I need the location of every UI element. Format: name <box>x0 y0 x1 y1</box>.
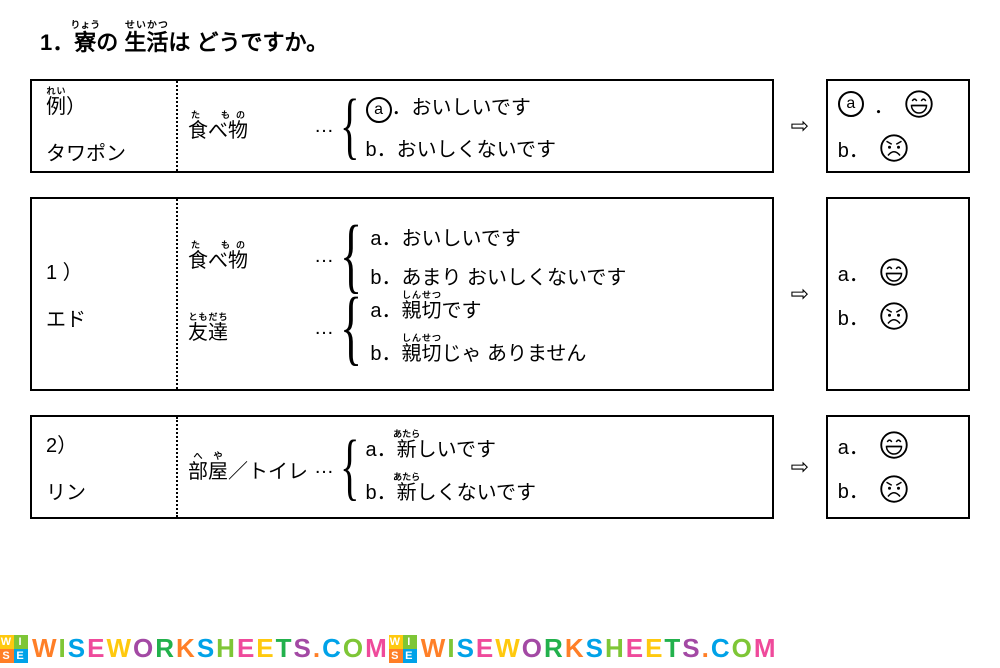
choice: b．新あたらしくないです <box>366 472 537 505</box>
watermark: WISEWISEWORKSHEETS.COM WISEWISEWORKSHEET… <box>0 633 1000 664</box>
question-box: 1 ）エド食べ物た もの…{ a．おいしいです b．あまり おいしくないです友達… <box>30 197 774 391</box>
ellipsis: … <box>314 317 334 340</box>
topic-word: 友達ともだち <box>188 312 308 345</box>
choice: a．おいしいです <box>370 222 626 251</box>
answer-line: b． <box>838 133 958 163</box>
angry-face-icon <box>879 133 909 163</box>
label-top: 1 ） <box>46 256 176 285</box>
choice: a．おいしいです <box>366 91 557 123</box>
ellipsis: … <box>314 245 334 268</box>
choice: a．親切しんせつです <box>370 290 586 323</box>
circled-mark: a <box>366 97 392 123</box>
question-row: 1 ）エド食べ物た もの…{ a．おいしいです b．あまり おいしくないです友達… <box>30 197 970 391</box>
watermark-tile: WISEWISEWORKSHEETS.COM <box>389 633 778 664</box>
watermark-logo-icon: WISE <box>0 635 28 663</box>
choice: a．新あたらしいです <box>366 429 537 462</box>
question-box: 例れい）タワポン食べ物た もの…{a．おいしいです b．おいしくないです <box>30 79 774 173</box>
answer-box: a． b． <box>826 415 970 519</box>
watermark-logo-icon: WISE <box>389 635 417 663</box>
question-row: 2）リン部屋へや／トイレ…{ a．新あたらしいです b．新あたらしくないです⇨a… <box>30 415 970 519</box>
answer-box: a． b． <box>826 197 970 391</box>
choice-list: a．新あたらしいです b．新あたらしくないです <box>366 429 537 505</box>
happy-face-icon <box>879 430 909 460</box>
question-list: 例れい）タワポン食べ物た もの…{a．おいしいです b．おいしくないです⇨a．b… <box>30 79 970 519</box>
body-column: 部屋へや／トイレ…{ a．新あたらしいです b．新あたらしくないです <box>178 417 772 517</box>
label-top: 2） <box>46 429 176 458</box>
label-column: 2） リン <box>32 417 178 517</box>
body-column: 食べ物た もの…{a．おいしいです b．おいしくないです <box>178 81 772 171</box>
answer-line: a． <box>838 257 958 287</box>
choice-list: a．親切しんせつです b．親切しんせつじゃ ありません <box>370 290 586 366</box>
answer-line: b． <box>838 474 958 504</box>
answer-box: a． b． <box>826 79 970 173</box>
circled-mark: a <box>838 91 864 117</box>
choice: b．おいしくないです <box>366 133 557 162</box>
watermark-text: WISEWORKSHEETS.COM <box>32 633 389 664</box>
watermark-tile: WISEWISEWORKSHEETS.COM <box>0 633 389 664</box>
choice: b．親切しんせつじゃ ありません <box>370 333 586 366</box>
label-top: 例れい） <box>46 86 176 119</box>
label-column: 1 ） エド <box>32 199 178 389</box>
topic-word: 部屋へや／トイレ <box>188 451 308 484</box>
body-column: 食べ物た もの…{ a．おいしいです b．あまり おいしくないです友達ともだち…… <box>178 199 772 389</box>
arrow-icon: ⇨ <box>774 197 826 391</box>
answer-line: b． <box>838 301 958 331</box>
ellipsis: … <box>314 456 334 479</box>
angry-face-icon <box>879 474 909 504</box>
topic-word: 食べ物た もの <box>188 240 308 273</box>
ellipsis: … <box>314 115 334 138</box>
happy-face-icon <box>879 257 909 287</box>
answer-line: a． <box>838 89 958 119</box>
arrow-icon: ⇨ <box>774 415 826 519</box>
topic-line: 食べ物た もの…{a．おいしいです b．おいしくないです <box>188 91 772 162</box>
question-row: 例れい）タワポン食べ物た もの…{a．おいしいです b．おいしくないです⇨a．b… <box>30 79 970 173</box>
arrow-icon: ⇨ <box>774 79 826 173</box>
topic-line: 友達ともだち…{ a．親切しんせつです b．親切しんせつじゃ ありません <box>188 290 772 366</box>
choice: b．あまり おいしくないです <box>370 261 626 290</box>
choice-list: a．おいしいです b．あまり おいしくないです <box>370 222 626 290</box>
answer-line: a． <box>838 430 958 460</box>
question-box: 2）リン部屋へや／トイレ…{ a．新あたらしいです b．新あたらしくないです <box>30 415 774 519</box>
label-bottom: リン <box>46 476 176 505</box>
watermark-text: WISEWORKSHEETS.COM <box>421 633 778 664</box>
choice-list: a．おいしいです b．おいしくないです <box>366 91 557 162</box>
angry-face-icon <box>879 301 909 331</box>
label-bottom: タワポン <box>46 137 176 166</box>
happy-face-icon <box>904 89 934 119</box>
worksheet-page: 1．寮りょうの 生活せいかつは どうですか。 例れい）タワポン食べ物た もの…{… <box>0 0 1000 668</box>
label-column: 例れい） タワポン <box>32 81 178 171</box>
page-title: 1．寮りょうの 生活せいかつは どうですか。 <box>40 20 970 57</box>
topic-line: 食べ物た もの…{ a．おいしいです b．あまり おいしくないです <box>188 222 772 290</box>
topic-line: 部屋へや／トイレ…{ a．新あたらしいです b．新あたらしくないです <box>188 429 772 505</box>
topic-word: 食べ物た もの <box>188 110 308 143</box>
label-bottom: エド <box>46 303 176 332</box>
